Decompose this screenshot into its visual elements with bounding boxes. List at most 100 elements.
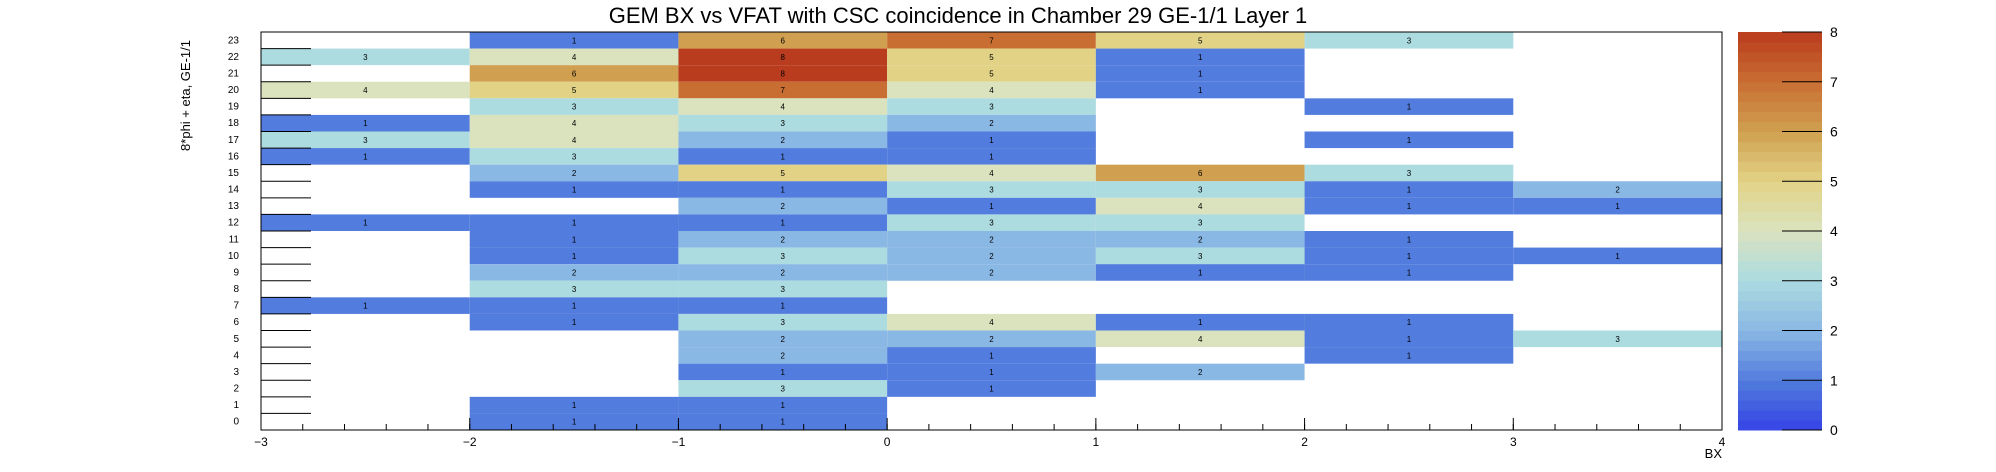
color-scale-band xyxy=(1738,32,1822,43)
color-scale-band xyxy=(1738,390,1822,401)
cell-value-label: 3 xyxy=(572,103,577,112)
cell-value-label: 2 xyxy=(781,268,786,277)
cell-value-label: 1 xyxy=(781,152,786,161)
heatmap-cell xyxy=(1513,330,1722,348)
heatmap-cell xyxy=(1095,164,1305,182)
y-tick-label: 0 xyxy=(233,417,239,428)
heatmap-cell xyxy=(1095,330,1305,348)
heatmap-cell xyxy=(469,148,679,165)
color-scale-band xyxy=(1738,270,1822,282)
x-tick-label: 0 xyxy=(884,435,891,449)
color-scale-band xyxy=(1738,61,1822,73)
heatmap-cell xyxy=(469,81,679,99)
heatmap-cell xyxy=(678,197,888,215)
heatmap-cell xyxy=(678,280,888,298)
cell-value-label: 1 xyxy=(989,152,994,161)
y-tick-label: 5 xyxy=(233,334,239,345)
color-scale-label: 8 xyxy=(1830,24,1838,40)
heatmap-cell xyxy=(887,81,1096,99)
heatmap-cell xyxy=(887,247,1096,265)
color-scale-band xyxy=(1738,350,1822,361)
cell-value-label: 2 xyxy=(1198,235,1203,244)
heatmap-cell xyxy=(887,48,1096,66)
heatmap-cell xyxy=(887,363,1096,381)
heatmap-cell xyxy=(1304,98,1514,115)
heatmap-cell xyxy=(469,413,679,430)
color-scale-band xyxy=(1738,101,1822,113)
cell-value-label: 1 xyxy=(1615,202,1620,211)
heatmap-cell xyxy=(261,114,470,132)
cell-value-label: 2 xyxy=(781,136,786,145)
heatmap-cell xyxy=(678,413,888,430)
cell-value-label: 1 xyxy=(1198,86,1203,95)
heatmap-cell xyxy=(1304,247,1514,265)
color-scale-band xyxy=(1738,151,1822,162)
cell-value-label: 4 xyxy=(989,86,994,95)
heatmap-cell xyxy=(678,380,888,397)
cell-value-label: 3 xyxy=(989,186,994,195)
heatmap-cell xyxy=(678,81,888,99)
color-scale-label: 3 xyxy=(1830,273,1838,289)
heatmap-cell xyxy=(1513,197,1722,215)
color-scale-band xyxy=(1738,290,1822,302)
x-tick-label: 2 xyxy=(1301,435,1308,449)
cell-value-label: 1 xyxy=(572,252,577,261)
color-scale-band xyxy=(1738,410,1822,421)
heatmap-cell xyxy=(1095,231,1305,248)
color-scale-band xyxy=(1738,420,1822,431)
cell-value-label: 1 xyxy=(1407,235,1412,244)
heatmap-cell xyxy=(1095,48,1305,66)
heatmap-cell xyxy=(469,164,679,182)
cell-value-label: 1 xyxy=(363,302,368,311)
cell-value-label: 1 xyxy=(1407,186,1412,195)
heatmap-cell xyxy=(678,347,888,364)
heatmap-cell xyxy=(1304,197,1514,215)
heatmap-cell xyxy=(261,48,470,66)
cell-value-label: 1 xyxy=(572,186,577,195)
color-scale-band xyxy=(1738,141,1822,152)
cell-value-label: 2 xyxy=(989,235,994,244)
cell-value-label: 5 xyxy=(1198,36,1203,45)
y-tick-label: 18 xyxy=(228,118,240,129)
y-tick-label: 1 xyxy=(233,400,239,411)
cell-value-label: 3 xyxy=(1407,36,1412,45)
cell-value-label: 8 xyxy=(781,53,786,62)
heatmap-cell xyxy=(678,214,888,231)
heatmap-cell xyxy=(1095,181,1305,198)
heatmap-cell xyxy=(1513,247,1722,265)
heatmap-cell xyxy=(887,313,1096,331)
cell-value-label: 2 xyxy=(1198,368,1203,377)
heatmap-cell xyxy=(469,114,679,132)
color-scale-band xyxy=(1738,400,1822,411)
cell-value-label: 1 xyxy=(1407,103,1412,112)
y-tick-label: 19 xyxy=(228,102,240,113)
cell-value-label: 1 xyxy=(989,202,994,211)
heatmap-cell xyxy=(887,98,1096,115)
heatmap-cell xyxy=(469,214,679,231)
heatmap-cell xyxy=(1095,81,1305,99)
x-tick-label: −1 xyxy=(672,435,686,449)
color-scale-band xyxy=(1738,51,1822,63)
heatmap-cell xyxy=(678,396,888,414)
cell-value-label: 6 xyxy=(1198,169,1203,178)
color-scale-band xyxy=(1738,250,1822,262)
cell-value-label: 4 xyxy=(989,318,994,327)
x-tick-label: 3 xyxy=(1510,435,1517,449)
heatmap-cell xyxy=(887,197,1096,215)
cell-value-label: 4 xyxy=(1198,335,1203,344)
cell-value-label: 1 xyxy=(572,418,577,427)
color-scale-band xyxy=(1738,71,1822,83)
y-tick-label: 8 xyxy=(233,284,239,295)
cell-value-label: 3 xyxy=(781,285,786,294)
color-scale-label: 1 xyxy=(1830,372,1838,388)
heatmap-cell xyxy=(469,181,679,198)
heatmap-cell xyxy=(1095,247,1305,265)
x-axis: −3 −2 −1 0 1 2 3 4 xyxy=(254,418,1726,449)
cell-value-label: 3 xyxy=(1198,252,1203,261)
cell-value-label: 4 xyxy=(572,136,577,145)
heatmap-cell xyxy=(261,297,470,314)
color-scale-band xyxy=(1738,191,1822,202)
heatmap-cell xyxy=(1095,197,1305,215)
heatmap-cell xyxy=(678,330,888,348)
cell-value-label: 1 xyxy=(1407,202,1412,211)
